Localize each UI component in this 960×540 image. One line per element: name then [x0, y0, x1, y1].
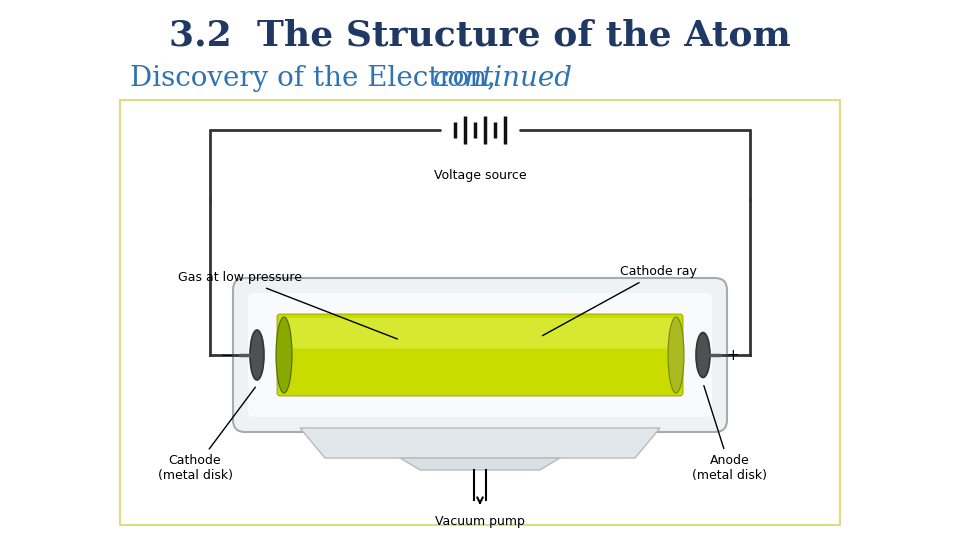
- Text: −: −: [221, 348, 233, 362]
- Ellipse shape: [696, 333, 710, 377]
- FancyBboxPatch shape: [248, 293, 712, 417]
- Text: Voltage source: Voltage source: [434, 168, 526, 181]
- Text: Cathode ray: Cathode ray: [542, 266, 697, 336]
- Text: Anode
(metal disk): Anode (metal disk): [692, 386, 767, 482]
- Bar: [122, 102, 838, 523]
- FancyBboxPatch shape: [283, 318, 677, 349]
- Text: +: +: [727, 348, 739, 362]
- Polygon shape: [300, 428, 660, 458]
- Text: Gas at low pressure: Gas at low pressure: [178, 272, 397, 339]
- FancyBboxPatch shape: [277, 314, 683, 396]
- Polygon shape: [400, 458, 560, 470]
- Text: Discovery of the Electron,: Discovery of the Electron,: [130, 64, 505, 91]
- Text: continued: continued: [433, 64, 573, 91]
- Bar: [120, 100, 840, 525]
- FancyBboxPatch shape: [233, 278, 727, 432]
- Ellipse shape: [276, 317, 292, 393]
- Ellipse shape: [250, 330, 264, 380]
- Ellipse shape: [668, 317, 684, 393]
- Text: 3.2  The Structure of the Atom: 3.2 The Structure of the Atom: [169, 19, 791, 53]
- Text: Cathode
(metal disk): Cathode (metal disk): [157, 387, 255, 482]
- Text: Vacuum pump: Vacuum pump: [435, 516, 525, 529]
